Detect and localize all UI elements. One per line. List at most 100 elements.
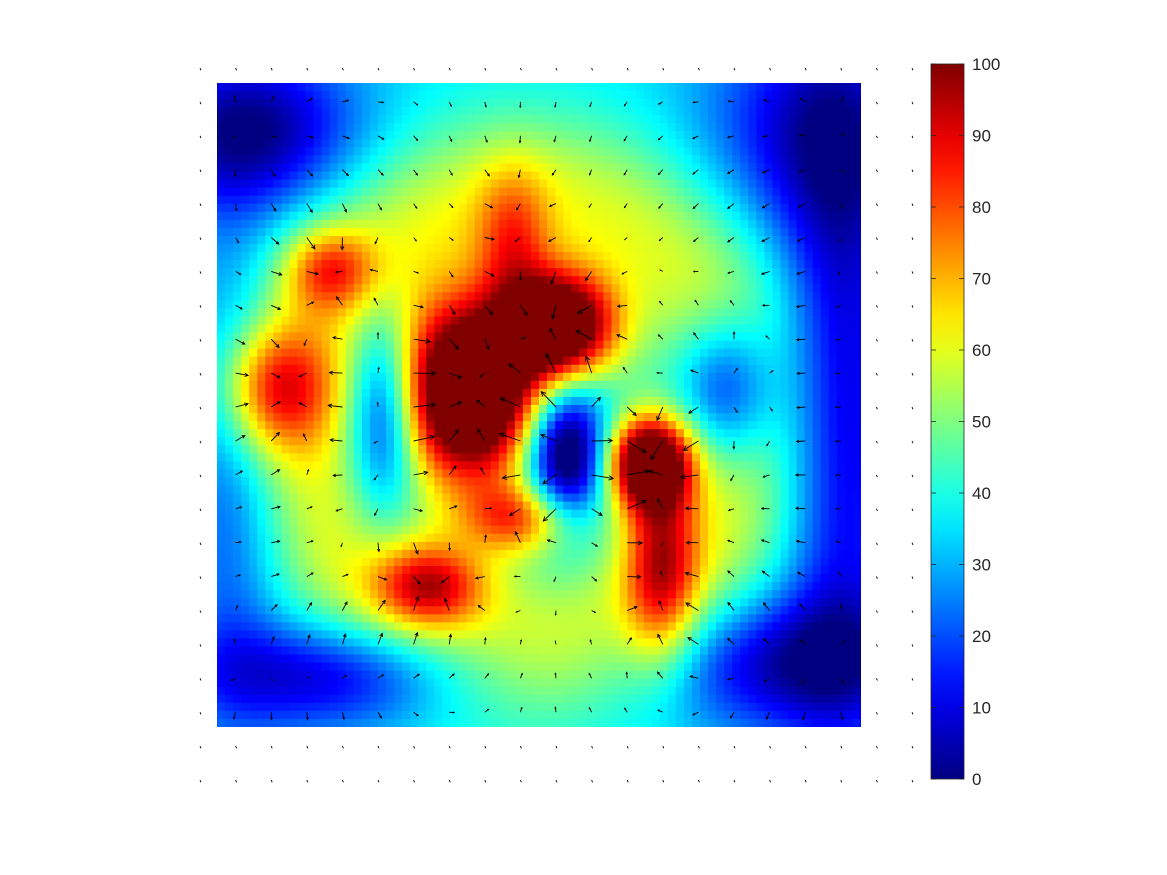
heatmap-cell bbox=[289, 268, 299, 277]
heatmap-cell bbox=[764, 525, 774, 535]
heatmap-cell bbox=[410, 171, 419, 181]
heatmap-cell bbox=[265, 525, 274, 535]
heatmap-cell bbox=[748, 549, 757, 559]
heatmap-cell bbox=[796, 429, 806, 438]
heatmap-cell bbox=[257, 300, 266, 309]
heatmap-cell bbox=[482, 227, 492, 237]
heatmap-cell bbox=[764, 268, 774, 277]
heatmap-cell bbox=[386, 493, 395, 503]
heatmap-cell bbox=[321, 469, 331, 479]
heatmap-cell bbox=[796, 300, 806, 309]
heatmap-cell bbox=[764, 260, 774, 269]
heatmap-cell bbox=[418, 227, 427, 237]
heatmap-cell bbox=[402, 99, 411, 108]
heatmap-cell bbox=[297, 445, 307, 454]
heatmap-cell bbox=[249, 388, 258, 398]
heatmap-cell bbox=[490, 437, 500, 446]
heatmap-cell bbox=[273, 469, 282, 479]
heatmap-cell bbox=[724, 179, 733, 189]
heatmap-cell bbox=[571, 348, 580, 358]
heatmap-cell bbox=[329, 437, 339, 446]
heatmap-cell bbox=[700, 123, 709, 132]
heatmap-cell bbox=[804, 131, 814, 140]
heatmap-cell bbox=[329, 115, 339, 124]
heatmap-cell bbox=[691, 477, 701, 487]
heatmap-cell bbox=[579, 388, 588, 398]
heatmap-cell bbox=[353, 99, 363, 108]
heatmap-cell bbox=[603, 372, 613, 382]
heatmap-cell bbox=[257, 348, 266, 358]
heatmap-cell bbox=[756, 525, 765, 535]
heatmap-cell bbox=[249, 276, 258, 285]
heatmap-cell bbox=[313, 91, 323, 100]
heatmap-cell bbox=[611, 219, 621, 229]
heatmap-cell bbox=[418, 405, 427, 414]
heatmap-cell bbox=[410, 260, 419, 269]
heatmap-cell bbox=[683, 372, 693, 382]
heatmap-cell bbox=[386, 549, 395, 559]
heatmap-cell bbox=[289, 107, 299, 116]
heatmap-cell bbox=[603, 533, 613, 543]
heatmap-cell bbox=[619, 227, 629, 237]
heatmap-cell bbox=[217, 187, 226, 197]
heatmap-cell bbox=[748, 485, 757, 495]
heatmap-cell bbox=[635, 83, 645, 92]
heatmap-cell bbox=[691, 260, 701, 269]
heatmap-cell bbox=[820, 203, 830, 213]
heatmap-cell bbox=[498, 557, 508, 567]
heatmap-cell bbox=[627, 574, 637, 583]
heatmap-cell bbox=[321, 437, 331, 446]
heatmap-cell bbox=[667, 187, 677, 197]
heatmap-cell bbox=[780, 244, 790, 253]
heatmap-cell bbox=[772, 123, 782, 132]
heatmap-cell bbox=[708, 493, 717, 503]
heatmap-cell bbox=[643, 147, 653, 157]
heatmap-cell bbox=[748, 388, 757, 398]
heatmap-cell bbox=[748, 219, 757, 229]
heatmap-cell bbox=[595, 235, 604, 245]
heatmap-cell bbox=[748, 372, 757, 382]
heatmap-cell bbox=[225, 91, 234, 100]
heatmap-cell bbox=[603, 260, 613, 269]
heatmap-cell bbox=[426, 139, 435, 148]
heatmap-cell bbox=[643, 453, 653, 462]
heatmap-cell bbox=[257, 525, 266, 535]
heatmap-cell bbox=[482, 187, 492, 197]
heatmap-cell bbox=[321, 107, 331, 116]
heatmap-cell bbox=[756, 284, 765, 293]
heatmap-cell bbox=[804, 308, 814, 318]
heatmap-cell bbox=[748, 83, 757, 92]
heatmap-cell bbox=[788, 227, 798, 237]
heatmap-cell bbox=[233, 574, 242, 583]
heatmap-cell bbox=[804, 219, 814, 229]
heatmap-cell bbox=[361, 284, 371, 293]
heatmap-cell bbox=[281, 380, 291, 390]
heatmap-cell bbox=[249, 485, 258, 495]
heatmap-cell bbox=[329, 316, 339, 326]
heatmap-cell bbox=[410, 364, 419, 374]
heatmap-cell bbox=[691, 203, 701, 213]
heatmap-cell bbox=[563, 437, 572, 446]
heatmap-cell bbox=[780, 284, 790, 293]
heatmap-cell bbox=[844, 107, 854, 116]
heatmap-cell bbox=[345, 276, 355, 285]
heatmap-cell bbox=[442, 340, 452, 350]
heatmap-cell bbox=[281, 260, 291, 269]
heatmap-cell bbox=[579, 509, 588, 519]
heatmap-cell bbox=[748, 171, 757, 181]
heatmap-cell bbox=[748, 493, 757, 503]
heatmap-cell bbox=[225, 566, 234, 575]
heatmap-cell bbox=[820, 509, 830, 519]
heatmap-cell bbox=[595, 187, 604, 197]
heatmap-cell bbox=[563, 477, 572, 487]
heatmap-cell bbox=[313, 582, 323, 591]
heatmap-cell bbox=[748, 203, 757, 213]
heatmap-cell bbox=[675, 292, 685, 301]
heatmap-cell bbox=[402, 227, 411, 237]
heatmap-cell bbox=[740, 131, 749, 140]
heatmap-cell bbox=[627, 171, 637, 181]
heatmap-cell bbox=[313, 421, 323, 430]
heatmap-cell bbox=[265, 252, 274, 261]
heatmap-cell bbox=[265, 509, 274, 519]
heatmap-cell bbox=[458, 574, 468, 583]
